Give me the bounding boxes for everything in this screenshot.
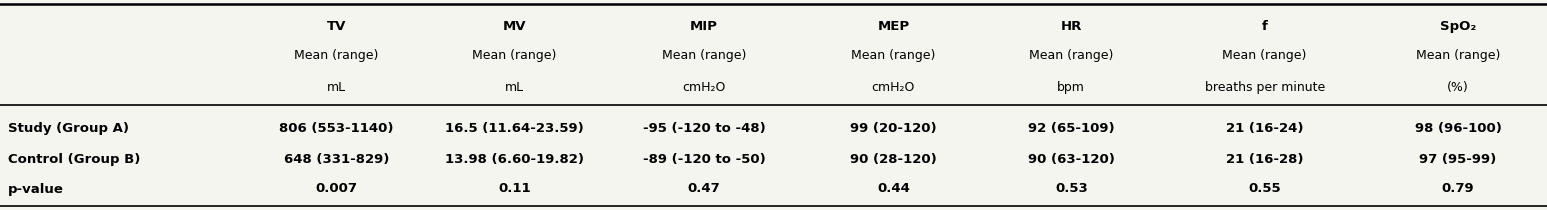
- Text: mL: mL: [326, 81, 347, 94]
- Text: 0.79: 0.79: [1442, 182, 1474, 196]
- Text: Mean (range): Mean (range): [1029, 49, 1114, 62]
- Text: Study (Group A): Study (Group A): [8, 122, 128, 135]
- Text: 98 (96-100): 98 (96-100): [1414, 122, 1502, 135]
- Text: MV: MV: [503, 20, 526, 33]
- Text: Mean (range): Mean (range): [294, 49, 379, 62]
- Text: 0.55: 0.55: [1248, 182, 1281, 196]
- Text: MEP: MEP: [877, 20, 910, 33]
- Text: 0.47: 0.47: [687, 182, 721, 196]
- Text: 0.007: 0.007: [316, 182, 357, 196]
- Text: 648 (331-829): 648 (331-829): [283, 153, 390, 166]
- Text: -95 (-120 to -48): -95 (-120 to -48): [642, 122, 766, 135]
- Text: Mean (range): Mean (range): [472, 49, 557, 62]
- Text: 0.53: 0.53: [1055, 182, 1088, 196]
- Text: MIP: MIP: [690, 20, 718, 33]
- Text: 90 (28-120): 90 (28-120): [849, 153, 937, 166]
- Text: 90 (63-120): 90 (63-120): [1027, 153, 1115, 166]
- Text: p-value: p-value: [8, 182, 63, 196]
- Text: 13.98 (6.60-19.82): 13.98 (6.60-19.82): [446, 153, 583, 166]
- Text: f: f: [1262, 20, 1267, 33]
- Text: -89 (-120 to -50): -89 (-120 to -50): [642, 153, 766, 166]
- Text: 97 (95-99): 97 (95-99): [1420, 153, 1496, 166]
- Text: 0.44: 0.44: [877, 182, 910, 196]
- Text: 16.5 (11.64-23.59): 16.5 (11.64-23.59): [446, 122, 583, 135]
- Text: 92 (65-109): 92 (65-109): [1029, 122, 1114, 135]
- Text: SpO₂: SpO₂: [1440, 20, 1476, 33]
- Text: 21 (16-24): 21 (16-24): [1225, 122, 1304, 135]
- Text: cmH₂O: cmH₂O: [871, 81, 916, 94]
- Text: HR: HR: [1061, 20, 1081, 33]
- Text: Mean (range): Mean (range): [662, 49, 746, 62]
- Text: Mean (range): Mean (range): [851, 49, 936, 62]
- Text: bpm: bpm: [1057, 81, 1086, 94]
- Text: 806 (553-1140): 806 (553-1140): [278, 122, 394, 135]
- Text: Mean (range): Mean (range): [1222, 49, 1307, 62]
- Text: TV: TV: [326, 20, 347, 33]
- Text: Control (Group B): Control (Group B): [8, 153, 141, 166]
- Text: 99 (20-120): 99 (20-120): [851, 122, 936, 135]
- Text: (%): (%): [1446, 81, 1470, 94]
- Text: mL: mL: [504, 81, 524, 94]
- Text: breaths per minute: breaths per minute: [1205, 81, 1324, 94]
- Text: 0.11: 0.11: [498, 182, 531, 196]
- Text: 21 (16-28): 21 (16-28): [1225, 153, 1304, 166]
- Text: Mean (range): Mean (range): [1416, 49, 1501, 62]
- Text: cmH₂O: cmH₂O: [682, 81, 726, 94]
